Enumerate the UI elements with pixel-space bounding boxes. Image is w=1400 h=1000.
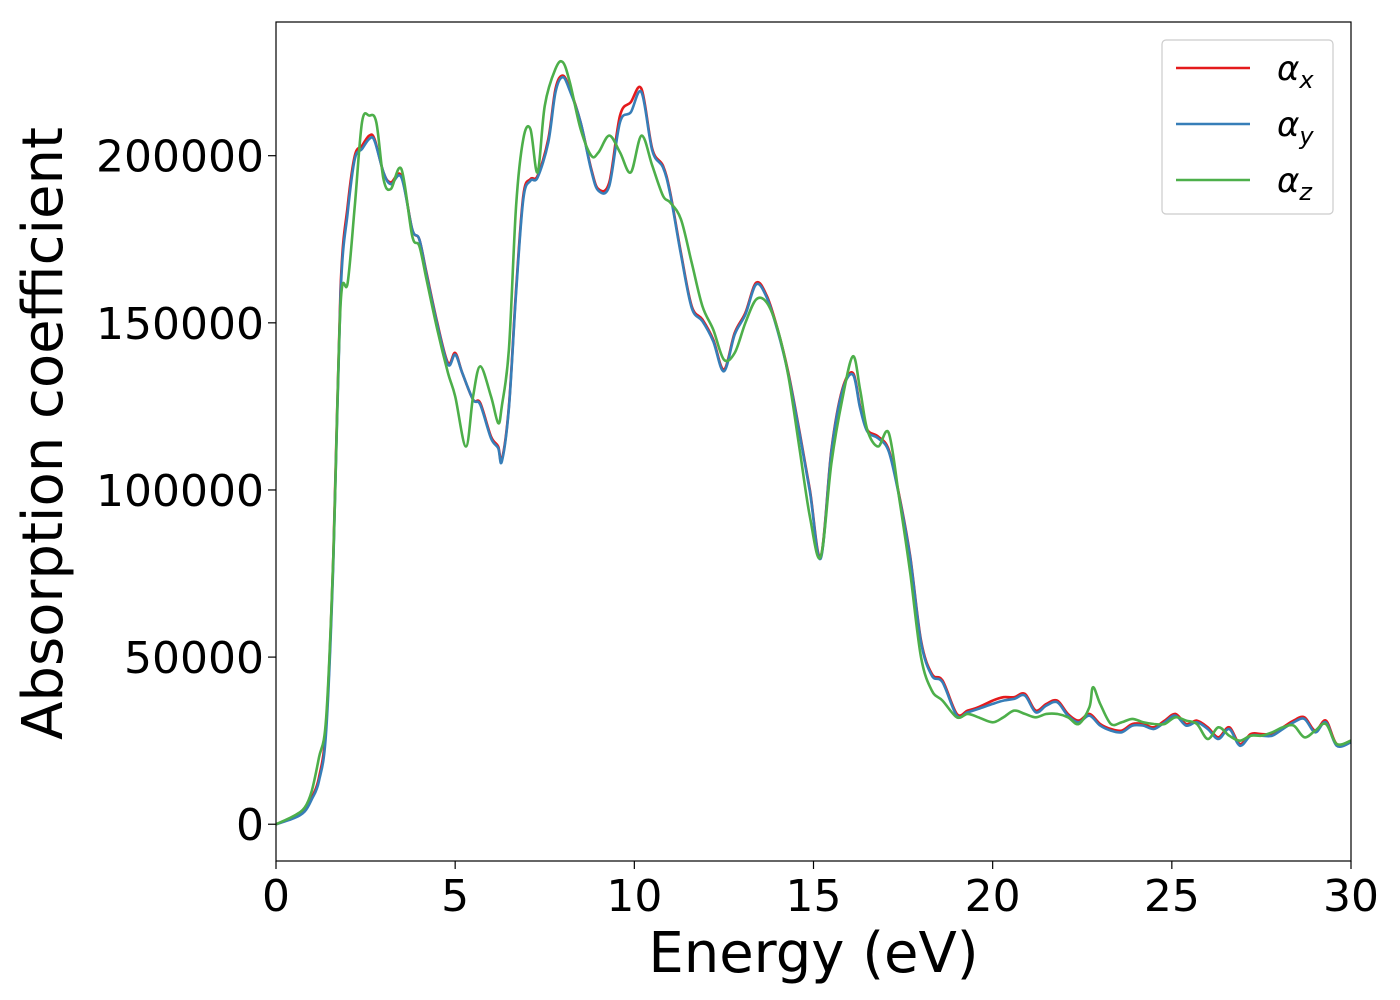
- x-tick-label: 20: [965, 871, 1021, 922]
- y-tick-label: 100000: [96, 466, 264, 517]
- x-tick-label: 5: [441, 871, 469, 922]
- y-tick-label: 200000: [96, 132, 264, 183]
- y-axis-title: Absorption coefficient: [11, 127, 76, 740]
- y-tick-label: 150000: [96, 299, 264, 350]
- legend-label-y: αy: [1277, 105, 1314, 150]
- y-axis-ticks: 0 50000 100000 150000 200000: [96, 132, 276, 851]
- x-tick-label: 0: [262, 871, 290, 922]
- legend-label-x: αx: [1277, 49, 1314, 94]
- series-line-z: [275, 59, 1352, 826]
- x-tick-label: 25: [1144, 871, 1200, 922]
- y-tick-label: 0: [236, 800, 264, 851]
- legend: αx αy αz: [1161, 39, 1334, 215]
- legend-box: [1161, 39, 1334, 215]
- x-axis-ticks: 0 5 10 15 20 25 30: [262, 861, 1379, 922]
- y-tick-label: 50000: [124, 633, 264, 684]
- legend-label-z: αz: [1277, 161, 1313, 206]
- x-tick-label: 10: [606, 871, 662, 922]
- x-tick-label: 15: [786, 871, 842, 922]
- series-line-y: [275, 75, 1352, 826]
- plot-lines: [275, 59, 1352, 826]
- x-tick-label: 30: [1323, 871, 1379, 922]
- x-axis-title: Energy (eV): [648, 921, 978, 986]
